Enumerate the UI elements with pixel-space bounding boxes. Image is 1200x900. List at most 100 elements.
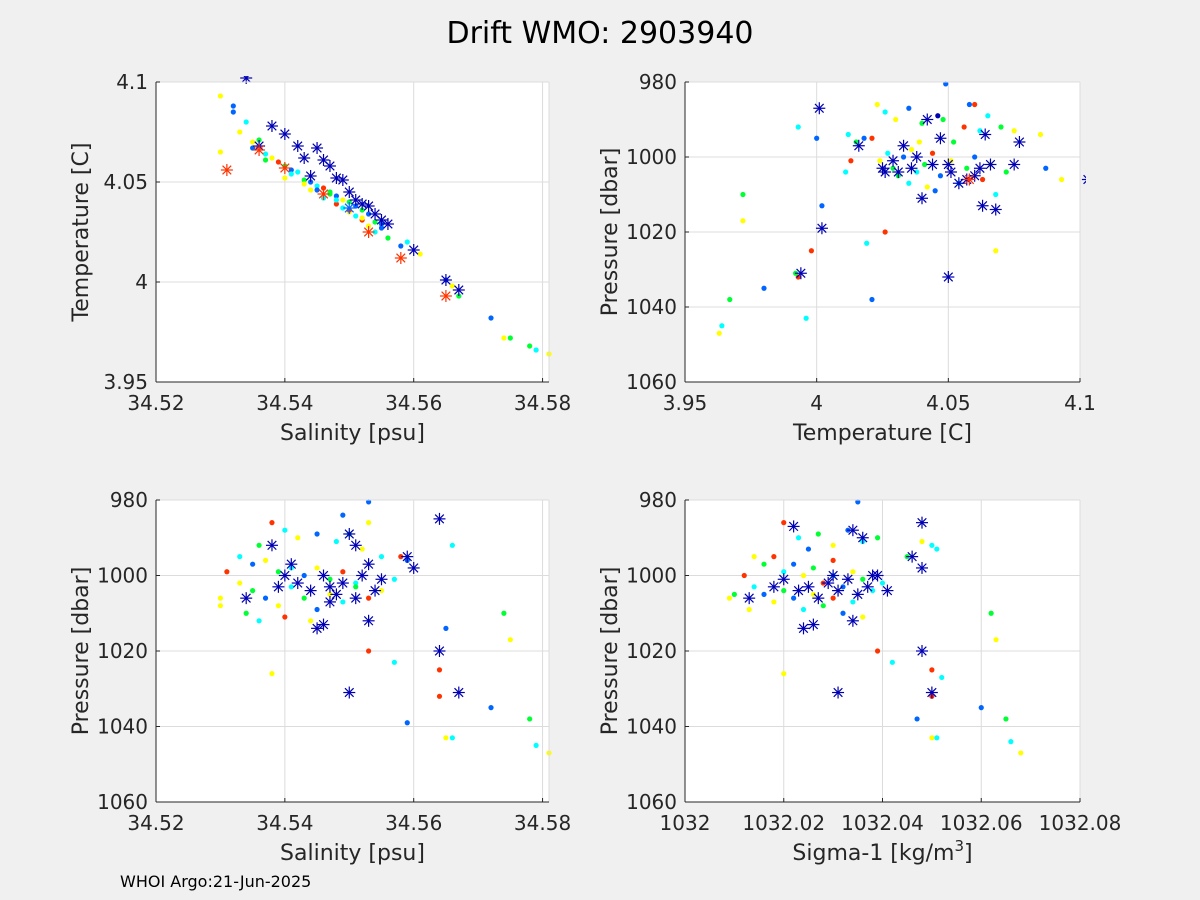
star-stroke: [305, 585, 316, 596]
data-point-star: [807, 618, 820, 631]
data-point: [269, 155, 275, 161]
data-point: [314, 565, 320, 571]
star-stroke: [363, 227, 374, 237]
data-point: [314, 606, 320, 613]
data-point: [906, 105, 912, 111]
data-point-star: [375, 573, 388, 586]
star-stroke: [267, 121, 277, 131]
data-point-star: [963, 173, 976, 186]
star-stroke: [946, 167, 956, 177]
data-point-star: [792, 584, 805, 597]
data-point: [993, 248, 999, 254]
data-point-star: [812, 592, 825, 605]
data-point: [282, 175, 288, 181]
star-stroke: [964, 174, 975, 185]
data-point-star: [362, 226, 375, 238]
data-point-star: [846, 524, 859, 537]
y-axis-label: Pressure [dbar]: [598, 148, 623, 317]
x-axis-label: Temperature [C]: [792, 421, 972, 446]
data-point: [443, 625, 449, 631]
data-point: [761, 561, 767, 567]
data-point: [282, 614, 288, 620]
data-point: [314, 187, 320, 193]
data-point: [262, 157, 269, 163]
data-points: [716, 81, 1086, 336]
data-point: [988, 610, 994, 616]
star-stroke: [344, 529, 355, 539]
data-point: [275, 603, 282, 609]
data-point-star: [916, 645, 928, 657]
star-stroke: [1014, 137, 1025, 147]
data-point: [436, 693, 443, 699]
y-tick-label: 1000: [626, 145, 677, 169]
data-point-star: [375, 214, 388, 226]
star-stroke: [254, 145, 264, 155]
data-point-star: [317, 569, 330, 582]
data-point: [906, 180, 912, 186]
data-point: [885, 150, 891, 156]
data-point-star: [304, 170, 317, 182]
data-point-star: [336, 577, 349, 590]
data-point-star: [452, 284, 465, 296]
star-stroke: [803, 582, 814, 592]
data-point: [850, 599, 856, 605]
star-stroke: [241, 593, 251, 603]
star-stroke: [292, 578, 303, 588]
data-point-star: [841, 573, 854, 586]
x-tick-label: 34.58: [514, 811, 571, 835]
data-point-star: [362, 614, 375, 627]
axes-salinity-temperature: 34.52 34.54 34.56 34.58 3.95 4 4.05 4.1 Salinity…: [69, 70, 571, 446]
star-stroke: [769, 582, 779, 592]
star-stroke: [241, 76, 250, 83]
data-point: [353, 584, 359, 590]
data-point: [781, 520, 787, 526]
data-point-star: [787, 520, 800, 533]
data-point: [372, 219, 378, 225]
data-point: [874, 535, 881, 541]
data-point: [929, 667, 935, 673]
star-stroke: [331, 589, 342, 600]
data-point: [1018, 750, 1024, 756]
data-point: [805, 546, 812, 552]
star-stroke: [927, 687, 937, 698]
data-point: [877, 158, 883, 164]
data-point: [449, 283, 455, 289]
data-point: [1058, 176, 1065, 183]
data-point: [250, 561, 256, 567]
data-point-star: [381, 218, 394, 230]
data-point: [845, 131, 851, 138]
data-point-star: [317, 188, 330, 200]
data-point: [922, 161, 928, 168]
data-point-star: [926, 158, 939, 171]
star-stroke: [922, 114, 933, 125]
data-point: [940, 116, 946, 123]
data-point: [449, 542, 455, 548]
footer-credit: WHOI Argo:21-Jun-2025: [120, 872, 312, 891]
data-point: [224, 569, 230, 575]
data-point-star: [369, 584, 382, 597]
star-stroke: [917, 193, 927, 203]
data-point: [501, 610, 507, 616]
star-stroke: [943, 159, 954, 170]
x-tick-label: 4.05: [926, 391, 971, 415]
data-point: [819, 203, 825, 209]
data-point: [914, 716, 920, 722]
star-stroke: [434, 514, 445, 524]
star-stroke: [858, 533, 868, 543]
data-point: [810, 591, 816, 597]
data-point: [417, 251, 423, 257]
data-point-star: [851, 588, 864, 601]
data-point: [893, 116, 899, 123]
data-point: [237, 580, 243, 586]
data-point-star: [916, 192, 928, 205]
y-axis-label: Pressure [dbar]: [69, 567, 94, 736]
data-point: [275, 159, 282, 165]
data-point: [932, 188, 938, 194]
data-point-star: [407, 561, 420, 574]
star-stroke: [798, 623, 809, 634]
data-point-star: [407, 244, 420, 256]
data-point-star: [887, 154, 900, 167]
y-tick-label: 980: [639, 488, 677, 512]
star-stroke: [280, 129, 290, 139]
data-point: [327, 591, 333, 597]
